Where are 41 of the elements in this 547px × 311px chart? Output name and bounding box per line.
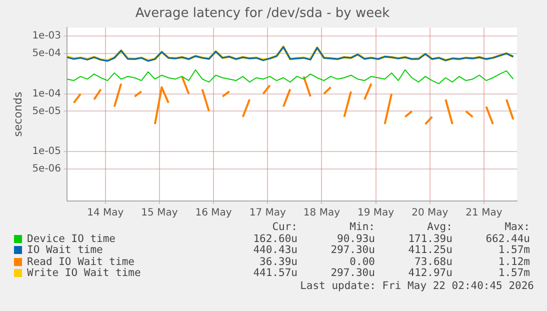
x-tick-label: 19 May (357, 208, 394, 219)
x-tick-label: 21 May (466, 208, 502, 219)
x-tick-label: 15 May (141, 208, 178, 219)
y-tick-label: 1e-04 (32, 88, 62, 100)
text: Min: (348, 221, 376, 234)
y-tick-label: 5e-04 (32, 48, 62, 60)
text: 662.44u (484, 232, 531, 245)
text: 411.25u (407, 244, 454, 256)
text: 1.12m (497, 256, 531, 268)
text: 412.97u (407, 267, 454, 280)
y-tick-label: 5e-06 (32, 164, 62, 175)
text: 297.30u (330, 267, 376, 280)
y-tick-label: 1e-03 (32, 30, 62, 42)
text: 0.00 (348, 256, 376, 268)
text: Last update: Fri May 22 02:40:45 2026 (299, 280, 534, 292)
text: Max: (504, 221, 531, 234)
text: 1.57m (497, 267, 531, 280)
text: 441.57u (252, 267, 298, 280)
chart-title: Average latency for /dev/sda - by week (135, 6, 390, 22)
text: 36.39u (258, 256, 298, 268)
legend-label: IO Wait time (26, 244, 104, 256)
legend-label: Read IO Wait time (26, 256, 136, 268)
text: Cur: (271, 221, 298, 234)
y-axis-title: seconds (11, 92, 24, 137)
y-tick-label: 5e-05 (32, 106, 62, 117)
legend-label: Device IO time (26, 232, 117, 245)
text: Avg: (426, 221, 454, 234)
text: 1.57m (497, 244, 531, 256)
text: 73.68u (414, 256, 454, 268)
text: 297.30u (330, 244, 376, 256)
legend-label: Write IO Wait time (26, 267, 142, 280)
y-tick-label: 1e-05 (32, 146, 62, 158)
text: 440.43u (252, 244, 298, 256)
text: 171.39u (407, 232, 454, 245)
text: 162.60u (252, 232, 298, 245)
x-tick-label: 18 May (303, 208, 340, 219)
text: 90.93u (336, 232, 376, 245)
x-tick-label: 16 May (195, 208, 232, 219)
x-tick-label: 20 May (412, 208, 448, 219)
x-tick-label: 17 May (249, 208, 286, 219)
x-tick-label: 14 May (87, 208, 124, 219)
